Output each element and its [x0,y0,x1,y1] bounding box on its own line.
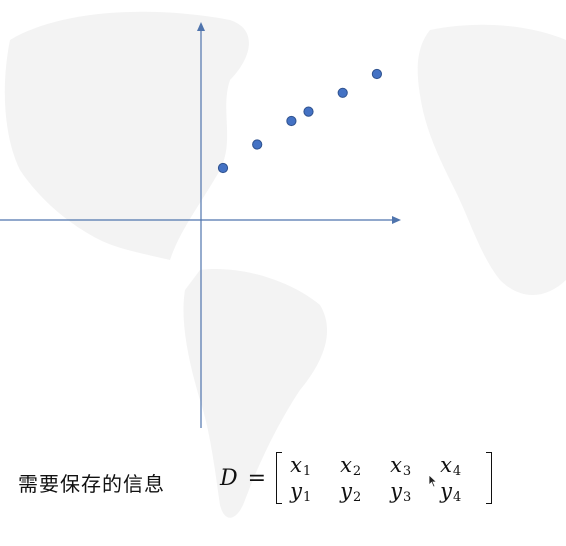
north-america-shape [4,11,249,260]
info-caption: 需要保存的信息 [18,472,165,496]
data-point-6 [371,68,382,80]
matrix-cell-y3: y3 [390,479,412,505]
data-point-4 [303,106,314,117]
equals-sign: = [247,465,267,491]
matrix-cell-x2: x2 [340,453,362,479]
matrix-cell-x1: x1 [290,453,312,479]
south-america-shape [183,269,328,518]
matrix-cell-x3: x3 [390,453,412,479]
x-axis-arrow-icon [392,216,401,224]
matrix-symbol: D [220,465,238,491]
left-bracket [276,452,283,504]
matrix-formula: D = x1 x2 x3 x4 y1 y2 y3 y4 [220,448,493,508]
mouse-cursor-icon [428,474,438,488]
data-point-2 [252,139,263,150]
coordinate-matrix: x1 x2 x3 x4 y1 y2 y3 y4 [276,452,493,505]
data-points [217,68,382,174]
data-point-1 [217,162,229,174]
europe-africa-shape [417,24,566,295]
right-bracket [486,452,493,504]
data-point-3 [286,115,297,127]
matrix-cell-y4: y4 [440,479,462,505]
data-point-5 [337,87,348,98]
matrix-cell-y2: y2 [340,479,362,505]
matrix-cell-x4: x4 [440,453,462,479]
matrix-cell-y1: y1 [290,479,312,505]
y-axis-arrow-icon [197,22,205,31]
